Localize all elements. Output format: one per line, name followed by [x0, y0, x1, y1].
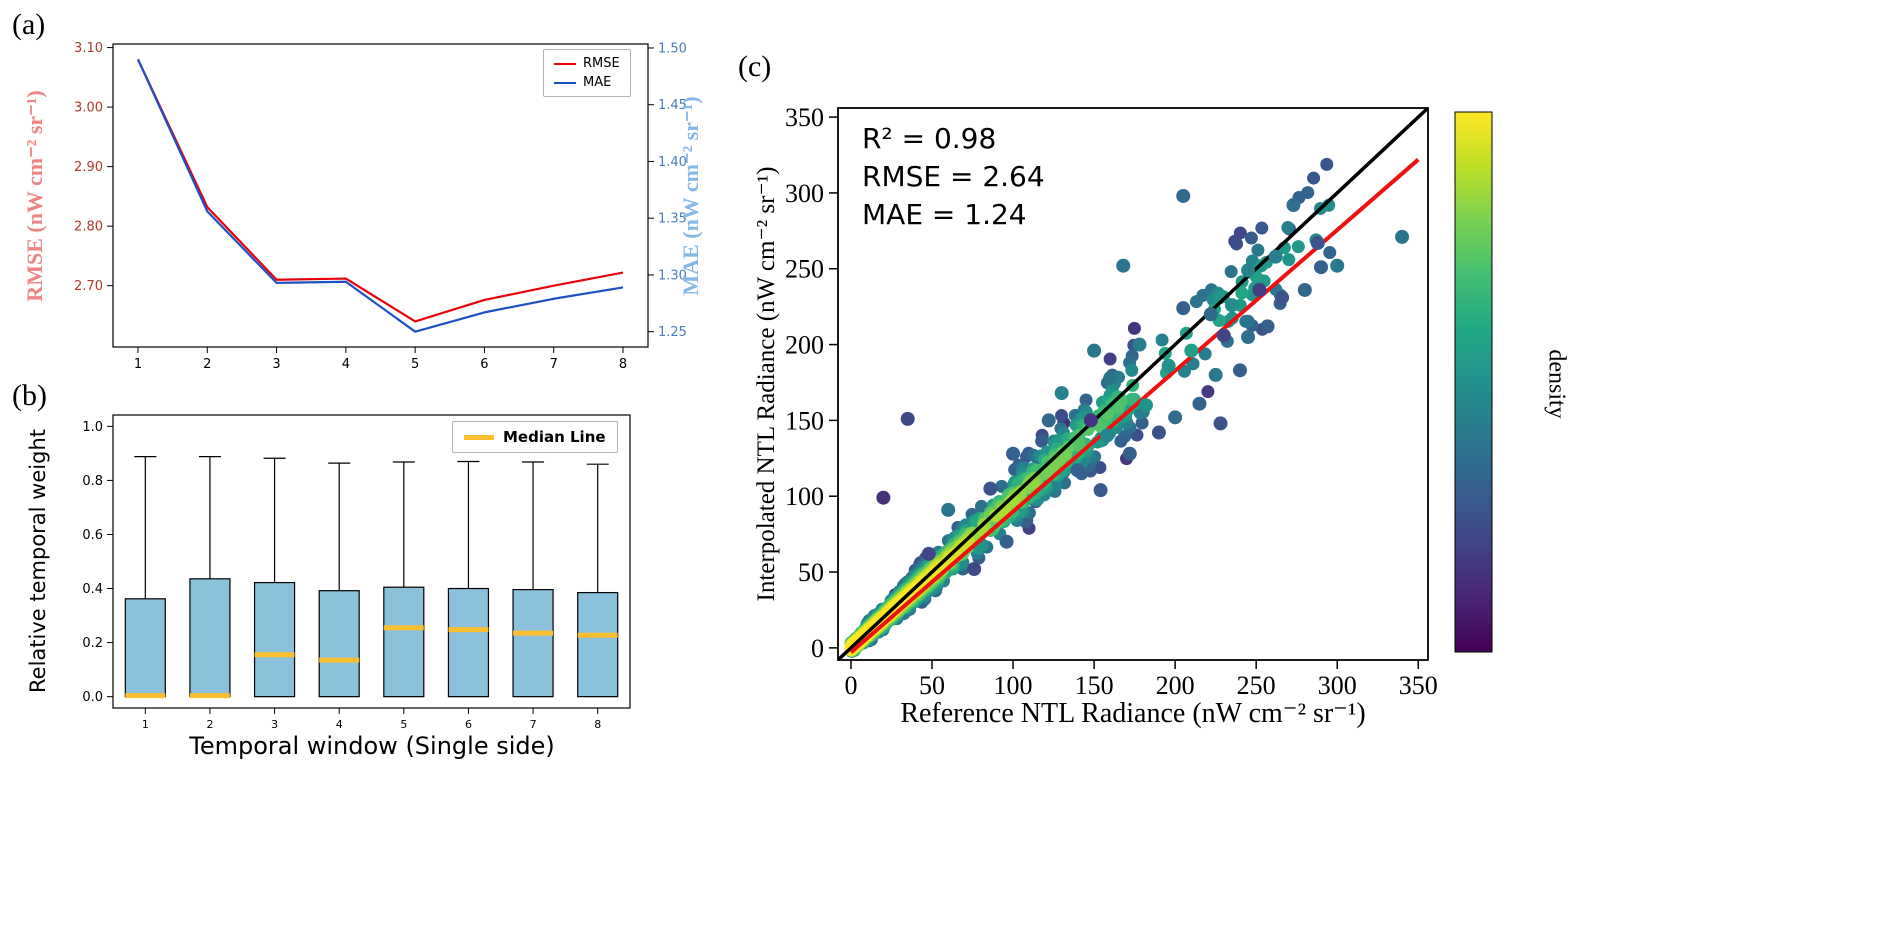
svg-text:100: 100 [994, 671, 1033, 700]
rmse-stat: RMSE = 2.64 [862, 160, 1045, 193]
median-legend-label: Median Line [503, 428, 606, 446]
legend-item-mae: MAE [554, 75, 620, 90]
r2-stat: R² = 0.98 [862, 122, 997, 155]
svg-text:2.70: 2.70 [74, 279, 103, 294]
mae-legend-label: MAE [583, 75, 612, 90]
svg-text:50: 50 [919, 671, 945, 700]
svg-text:350: 350 [1399, 671, 1438, 700]
rmse-legend-label: RMSE [583, 56, 620, 71]
fit-statistics: R² = 0.98 RMSE = 2.64 MAE = 1.24 [862, 120, 1045, 234]
mae-line-swatch [554, 81, 576, 84]
svg-text:2.80: 2.80 [74, 220, 103, 235]
svg-text:3: 3 [272, 357, 280, 372]
legend-item-rmse: RMSE [554, 56, 620, 71]
svg-text:0.4: 0.4 [82, 582, 103, 597]
svg-text:0.8: 0.8 [82, 474, 103, 489]
svg-text:250: 250 [785, 255, 824, 284]
svg-text:3.00: 3.00 [74, 101, 103, 116]
svg-text:0: 0 [811, 634, 824, 663]
svg-text:200: 200 [1156, 671, 1195, 700]
svg-text:8: 8 [594, 718, 601, 731]
svg-text:6: 6 [480, 357, 488, 372]
svg-text:1.50: 1.50 [658, 41, 687, 56]
panel-b-label: (b) [12, 379, 47, 412]
svg-text:1.25: 1.25 [658, 325, 687, 340]
svg-text:150: 150 [1075, 671, 1114, 700]
svg-text:350: 350 [785, 103, 824, 132]
colorbar-density-label: density [1543, 349, 1570, 419]
svg-text:2: 2 [203, 357, 211, 372]
svg-text:1.0: 1.0 [82, 420, 103, 435]
rmse-axis-label: RMSE (nW cm⁻² sr⁻¹) [22, 90, 47, 302]
rmse-mae-line-chart: 3.10 3.00 2.90 2.80 2.70 1.50 1.45 1.40 1.35 1.30… [74, 41, 687, 372]
panel-a-label: (a) [12, 8, 46, 41]
svg-text:200: 200 [785, 331, 824, 360]
svg-text:6: 6 [465, 718, 472, 731]
mae-axis-label: MAE (nW cm⁻² sr⁻¹) [678, 96, 703, 296]
svg-text:1: 1 [142, 718, 149, 731]
panel-c-label: (c) [738, 50, 772, 83]
rmse-line-swatch [554, 62, 576, 65]
reference-ntl-axis-label: Reference NTL Radiance (nW cm⁻² sr⁻¹) [900, 698, 1366, 729]
svg-text:0: 0 [844, 671, 857, 700]
median-line-swatch [464, 434, 494, 440]
panel-b-legend: Median Line [452, 421, 618, 453]
svg-text:300: 300 [1318, 671, 1357, 700]
svg-text:5: 5 [400, 718, 407, 731]
svg-text:3: 3 [271, 718, 278, 731]
svg-text:3.10: 3.10 [74, 41, 103, 56]
svg-text:1.30: 1.30 [658, 268, 687, 283]
svg-text:5: 5 [411, 357, 419, 372]
svg-text:150: 150 [785, 406, 824, 435]
panel-a-legend: RMSE MAE [543, 49, 631, 97]
svg-text:8: 8 [619, 357, 627, 372]
svg-text:1.45: 1.45 [658, 98, 687, 113]
svg-text:1.35: 1.35 [658, 212, 687, 227]
svg-text:0.2: 0.2 [82, 636, 103, 651]
svg-text:1.40: 1.40 [658, 155, 687, 170]
mae-stat: MAE = 1.24 [862, 198, 1027, 231]
svg-text:7: 7 [530, 718, 537, 731]
temporal-window-axis-label: Temporal window (Single side) [189, 732, 555, 760]
svg-text:1: 1 [134, 357, 142, 372]
svg-text:100: 100 [785, 482, 824, 511]
svg-text:250: 250 [1237, 671, 1276, 700]
svg-text:50: 50 [798, 558, 824, 587]
svg-text:4: 4 [336, 718, 343, 731]
svg-text:4: 4 [342, 357, 350, 372]
svg-text:300: 300 [785, 179, 824, 208]
svg-text:2.90: 2.90 [74, 160, 103, 175]
svg-text:7: 7 [550, 357, 558, 372]
svg-text:0.6: 0.6 [82, 528, 103, 543]
scatter-density-plot: 00 50 50 100 100 150 150 200 200 250 250 300 300 350 3… [785, 103, 1493, 700]
relative-temporal-weight-axis-label: Relative temporal weight [26, 429, 50, 693]
temporal-weight-boxplot: 0.0 0.2 0.4 0.6 0.8 1.0 1 2 3 4 5 6 7 8 [82, 414, 631, 731]
svg-text:2: 2 [206, 718, 213, 731]
interpolated-ntl-axis-label: Interpolated NTL Radiance (nW cm⁻² sr⁻¹) [753, 166, 780, 602]
svg-text:0.0: 0.0 [82, 690, 103, 705]
